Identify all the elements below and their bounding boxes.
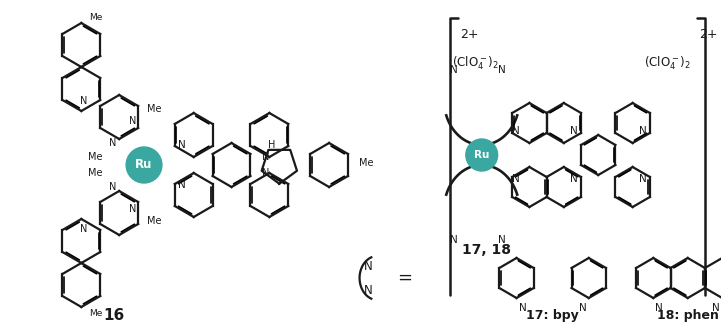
Text: N: N [570,174,578,184]
Text: N: N [570,126,578,136]
Text: N: N [498,235,505,245]
Text: N: N [639,174,646,184]
Text: N: N [364,259,372,273]
Text: =: = [397,269,412,287]
Text: 17, 18: 17, 18 [462,243,511,257]
Text: N: N [262,168,269,178]
Text: N: N [656,303,663,313]
Text: 16: 16 [104,308,125,322]
Text: N: N [129,204,136,214]
Text: N: N [109,138,116,148]
Text: 18: phen: 18: phen [657,309,719,321]
Text: Me: Me [88,168,102,178]
Text: N: N [178,180,186,190]
Text: (ClO$_4^-$)$_2$: (ClO$_4^-$)$_2$ [452,55,499,73]
Text: 2+: 2+ [699,28,718,41]
Text: N: N [80,224,87,234]
Text: Me: Me [88,152,102,162]
Text: N: N [639,126,646,136]
Text: Me: Me [359,158,373,168]
Text: N: N [129,116,136,126]
Text: N: N [109,182,116,192]
Text: 17: bpy: 17: bpy [526,309,579,321]
Text: H: H [268,140,275,150]
Text: Me: Me [147,216,161,226]
Text: Me: Me [147,104,161,114]
Text: N: N [712,303,720,313]
Text: N: N [450,235,458,245]
Text: N: N [512,126,519,136]
Text: Me: Me [89,13,102,21]
Text: N: N [80,96,87,106]
Text: Ru: Ru [135,158,152,172]
Text: N: N [262,152,269,162]
Text: N: N [498,65,505,75]
Text: Ru: Ru [474,150,489,160]
Text: N: N [364,283,372,296]
Text: N: N [512,174,519,184]
Text: N: N [178,140,186,150]
Text: 2+: 2+ [460,28,478,41]
Text: Me: Me [89,309,102,317]
Text: (ClO$_4^-$)$_2$: (ClO$_4^-$)$_2$ [644,55,690,73]
Circle shape [126,147,162,183]
Text: N: N [579,303,587,313]
Circle shape [466,139,497,171]
Text: N: N [450,65,458,75]
Text: N: N [518,303,526,313]
